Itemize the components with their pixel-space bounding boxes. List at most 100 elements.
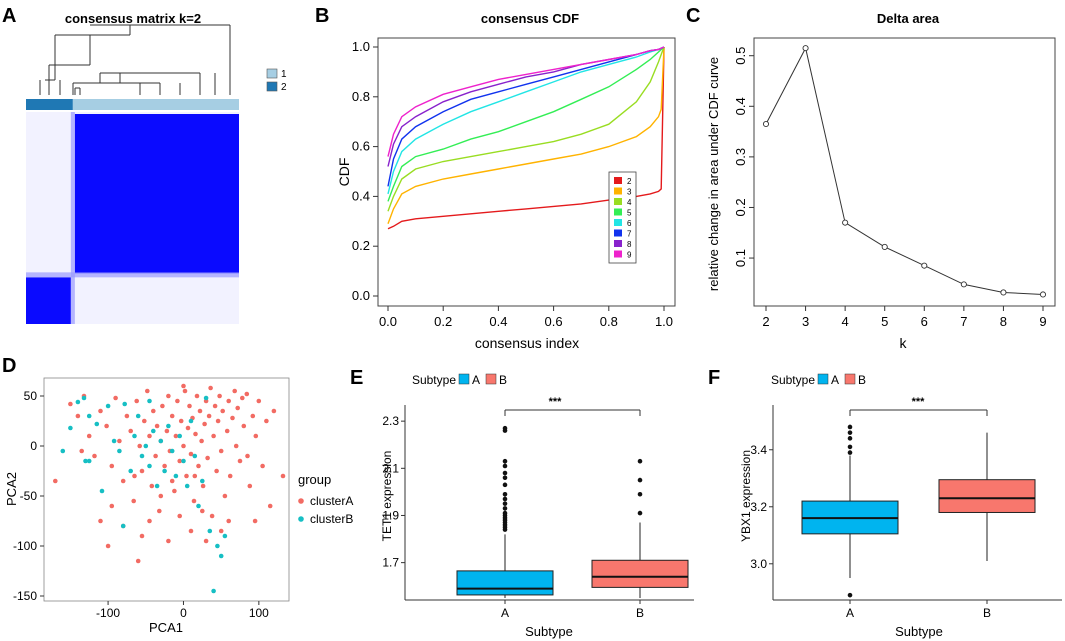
pca-points — [53, 383, 286, 594]
pca-point-clusterA — [131, 498, 136, 504]
pca-y-tick-label: -50 — [20, 489, 38, 503]
pca-point-clusterA — [177, 458, 182, 464]
pca-y-tick-label: -150 — [13, 589, 37, 603]
cdf-legend-swatch-k3 — [614, 187, 622, 195]
pca-point-clusterA — [145, 388, 150, 394]
pca-point-clusterB — [169, 448, 175, 454]
pca-point-clusterA — [209, 513, 215, 519]
pca-legend-swatch-a — [298, 498, 304, 504]
pca-point-clusterA — [109, 503, 115, 509]
pca-plot-frame — [43, 377, 290, 602]
box-outlier-A — [502, 463, 508, 469]
pca-point-clusterA — [98, 518, 103, 524]
pca-y-tick-label: -100 — [13, 539, 37, 553]
pca-point-clusterA — [137, 443, 142, 449]
pca-point-clusterB — [177, 433, 182, 439]
cdf-legend-swatch-k5 — [614, 208, 622, 216]
cdf-legend-label-k9: 9 — [627, 251, 632, 260]
box-outlier-A — [502, 510, 508, 516]
pca-point-clusterB — [111, 438, 117, 444]
pca-point-clusterA — [256, 398, 262, 404]
box-outlier-A — [502, 496, 508, 502]
box-body-B — [938, 479, 1036, 513]
delta-y-tick-label: 0.4 — [733, 97, 748, 115]
pca-point-clusterA — [230, 415, 235, 421]
panel-label-f: F — [708, 367, 720, 389]
cdf-legend-label-k5: 5 — [627, 209, 632, 218]
box-outlier-A — [502, 470, 508, 476]
pca-point-clusterA — [208, 385, 213, 391]
pca-point-clusterA — [181, 383, 186, 389]
pca-point-clusterB — [151, 428, 156, 434]
cdf-legend-label-k2: 2 — [627, 177, 632, 186]
cdf-y-tick-label: 0.8 — [352, 89, 370, 104]
pca-x-tick-label: 0 — [180, 606, 187, 620]
matrix-boundary-vertical — [70, 112, 75, 324]
pca-x-tick-label: -100 — [96, 606, 120, 620]
cdf-legend-swatch-k4 — [614, 198, 622, 205]
pca-point-clusterA — [184, 473, 189, 479]
pca-point-clusterA — [233, 443, 239, 449]
pca-point-clusterA — [75, 413, 81, 419]
pca-point-clusterA — [188, 528, 194, 534]
cluster-annotation-bar — [26, 99, 239, 110]
pca-point-clusterA — [92, 453, 97, 459]
cdf-x-tick-label: 0.4 — [489, 314, 507, 329]
delta-x-tick-label: 9 — [1039, 314, 1046, 329]
cdf-legend-label-k7: 7 — [627, 230, 632, 239]
box-f-boxes — [801, 409, 1036, 598]
pca-point-clusterB — [83, 458, 88, 464]
pca-point-clusterB — [122, 401, 127, 407]
pca-point-clusterA — [157, 508, 162, 514]
box-e-significance: *** — [549, 396, 563, 408]
box-x-tick-label: A — [846, 606, 854, 620]
delta-x-tick-label: 4 — [842, 314, 849, 329]
delta-point-k2 — [762, 120, 770, 128]
pca-point-clusterA — [153, 453, 158, 459]
annotation-cluster-1 — [72, 99, 239, 110]
cdf-line-k2 — [387, 46, 665, 230]
pca-point-clusterA — [166, 393, 171, 399]
pca-point-clusterA — [164, 428, 170, 434]
box-y-tick-label: 3.2 — [750, 500, 767, 514]
pca-point-clusterA — [162, 463, 167, 469]
pca-point-clusterA — [142, 418, 147, 424]
delta-point-k9 — [1039, 291, 1047, 298]
panel-label-a: A — [2, 5, 16, 27]
pca-point-clusterB — [162, 468, 167, 474]
box-f-x-label: Subtype — [895, 624, 943, 639]
pca-point-clusterA — [220, 408, 225, 414]
box-x-tick-label: A — [501, 606, 509, 620]
pca-point-clusterB — [139, 453, 145, 459]
pca-point-clusterA — [169, 478, 175, 484]
delta-point-k6 — [921, 262, 928, 269]
box-outlier-A — [847, 424, 853, 430]
box-outlier-B — [637, 477, 643, 483]
box-f-axes: 3.0 3.2 3.4 A B — [750, 405, 1062, 620]
pca-point-clusterB — [158, 438, 164, 444]
cdf-line-k5 — [387, 46, 665, 202]
pca-point-clusterA — [197, 408, 203, 414]
matrix-boundary-horizontal — [26, 272, 239, 278]
cdf-x-tick-label: 0.0 — [379, 314, 397, 329]
cdf-x-label: consensus index — [475, 335, 579, 351]
pca-y-label: PCA2 — [4, 472, 19, 506]
pca-point-clusterA — [113, 395, 118, 401]
pca-point-clusterB — [173, 473, 179, 479]
box-outlier-A — [847, 430, 853, 435]
pca-point-clusterA — [172, 488, 177, 494]
pca-point-clusterA — [104, 423, 109, 429]
cdf-legend: 2 34 56 78 9 — [614, 177, 632, 260]
cdf-x-tick-label: 1.0 — [655, 314, 673, 329]
pca-point-clusterA — [151, 408, 156, 414]
cdf-y-label: CDF — [336, 158, 352, 187]
pca-point-clusterA — [139, 468, 145, 474]
pca-point-clusterB — [86, 458, 92, 464]
delta-x-tick-label: 3 — [802, 314, 809, 329]
pca-point-clusterB — [218, 553, 224, 559]
pca-point-clusterB — [60, 448, 66, 454]
pca-point-clusterA — [86, 433, 92, 439]
pca-point-clusterB — [200, 478, 205, 484]
cdf-x-tick-label: 0.8 — [600, 314, 618, 329]
box-e-y-label: TET1 expression — [380, 451, 394, 542]
